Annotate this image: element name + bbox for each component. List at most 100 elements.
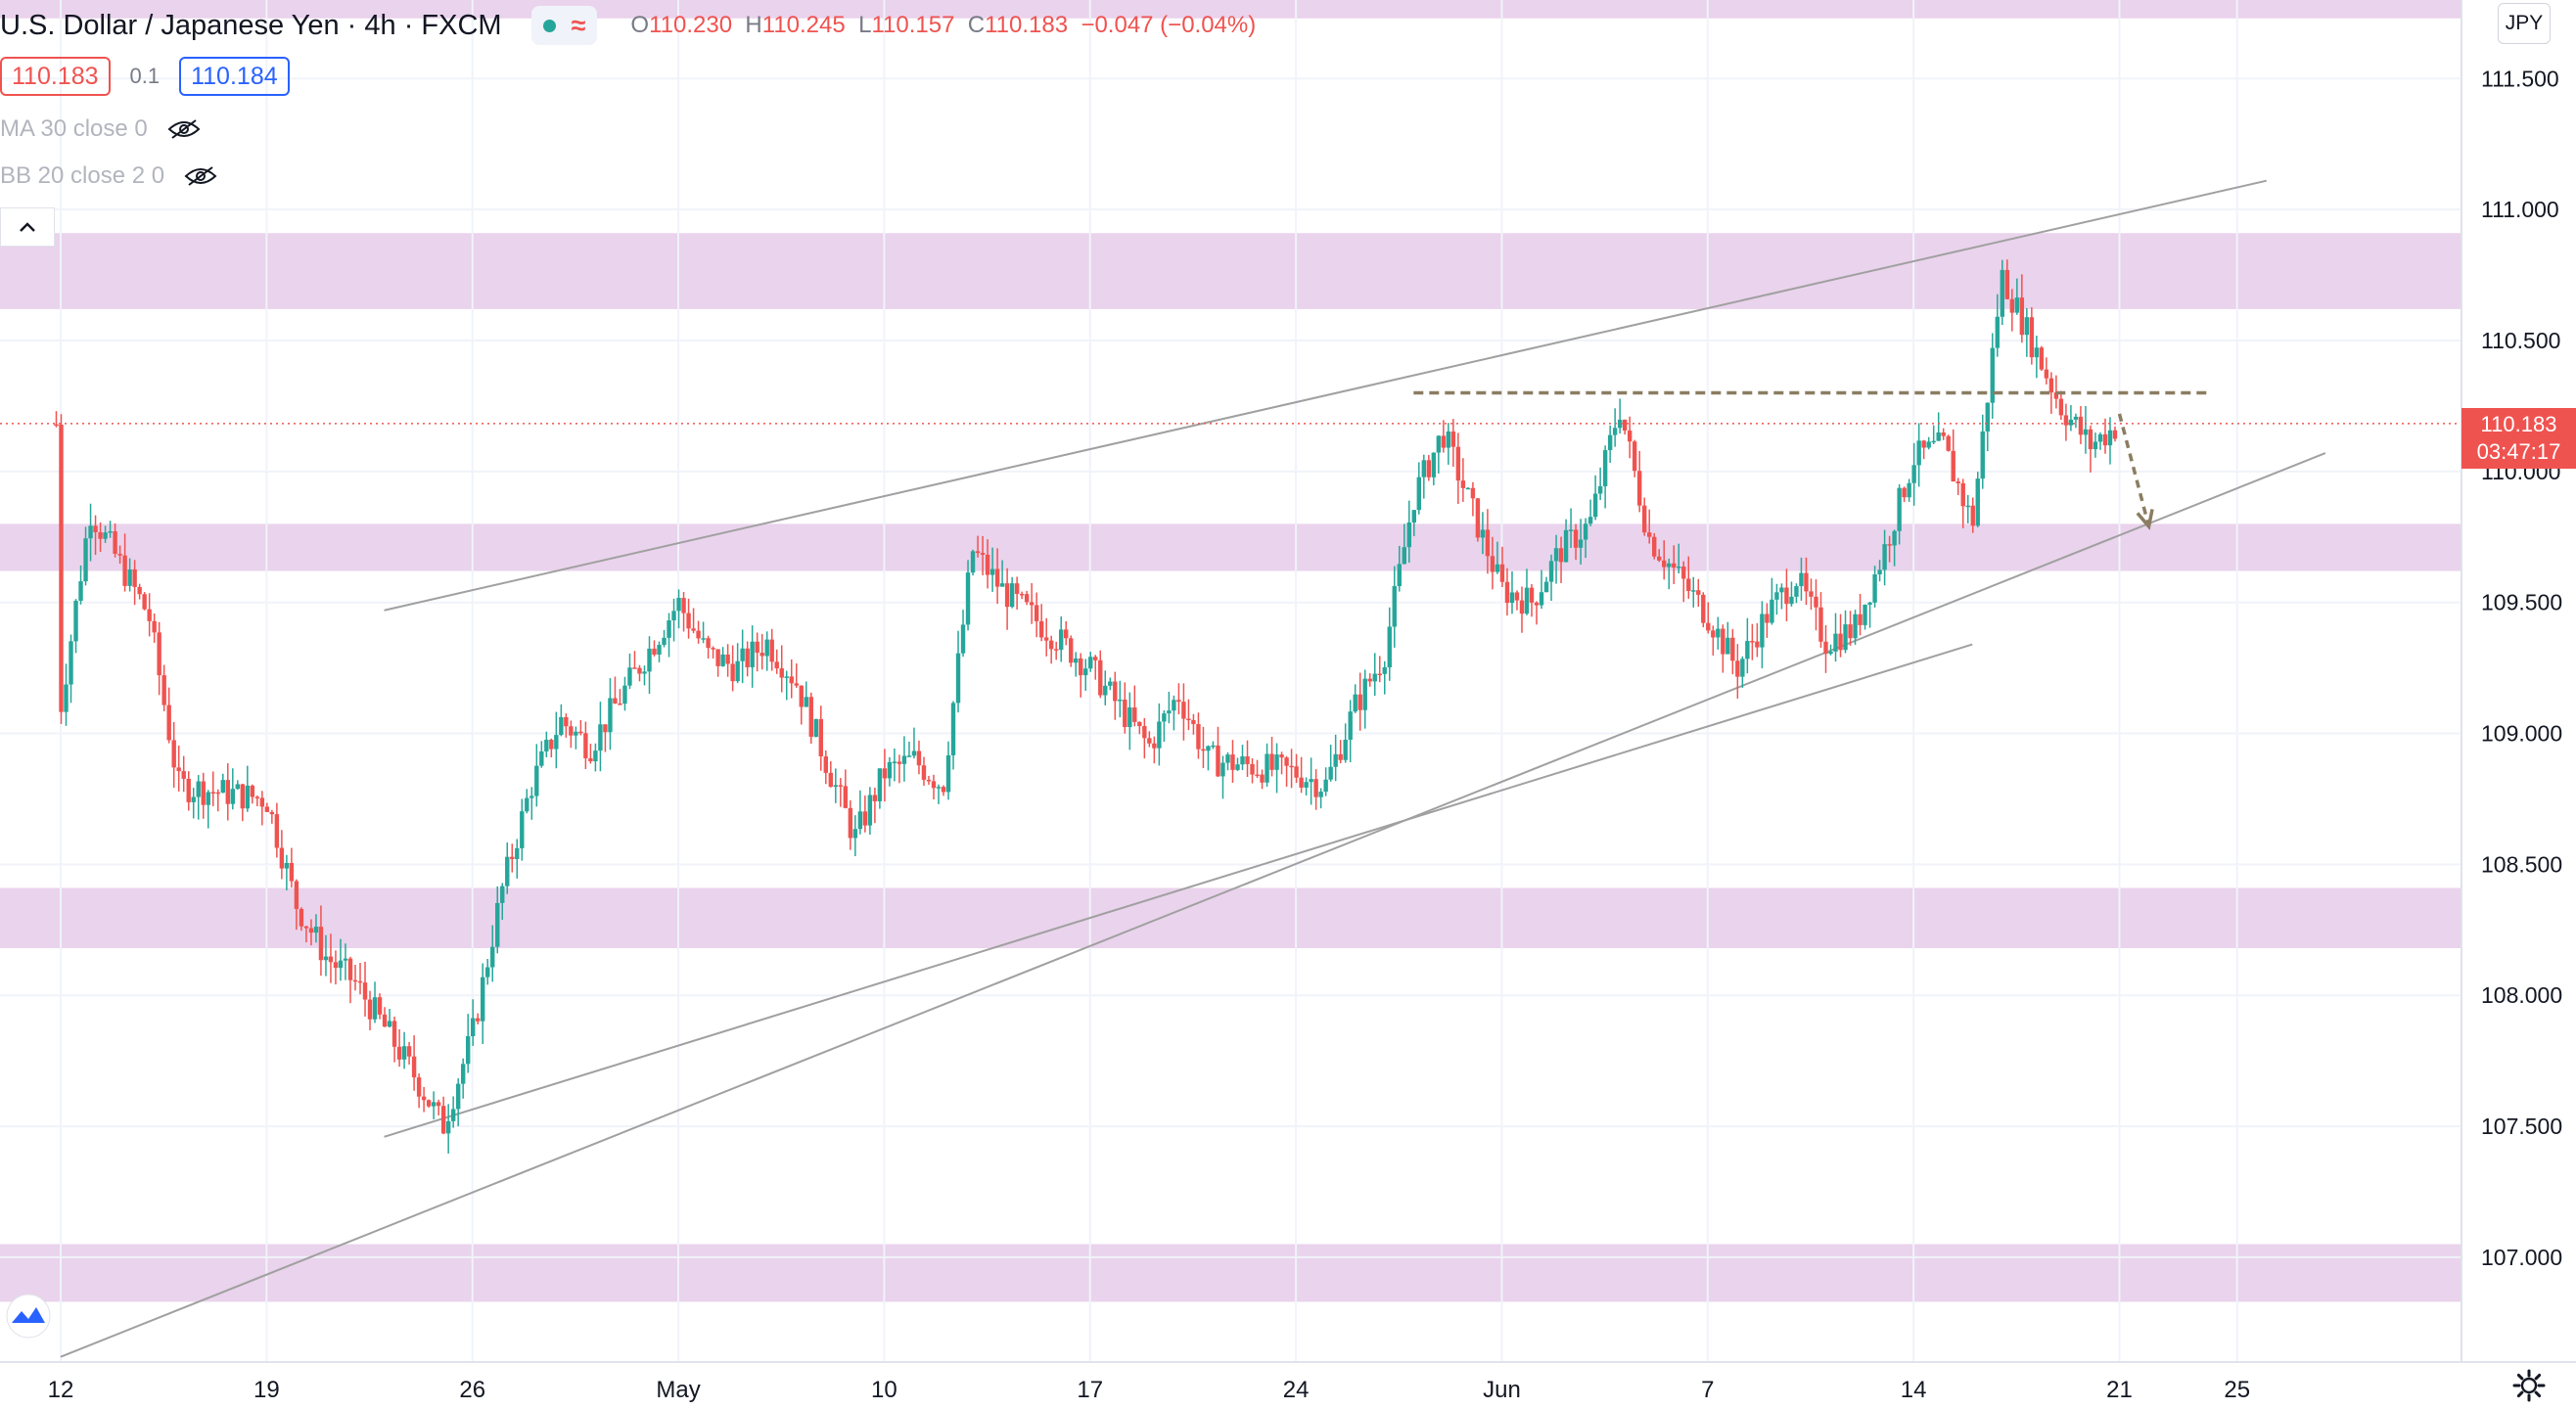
time-axis[interactable]: 12 19 26 May 10 17 24 Jun 7 14 21 25 [48,1377,2250,1403]
candle-body [1495,564,1500,572]
candle-body [113,530,117,554]
candle-body [1362,678,1367,710]
candle-body [1578,539,1584,548]
candle-body [549,740,554,750]
price-tick-label: 110.500 [2481,328,2560,353]
candle-body [1485,529,1491,557]
candle-body [1921,440,1926,448]
candle-body [1911,465,1916,483]
indicator-ma[interactable]: MA 30 close 0 [0,115,201,143]
eye-off-icon[interactable] [184,165,217,187]
candle-body [1941,432,1946,436]
candle-body [1696,590,1701,595]
candle-body [936,787,942,789]
candle-body [1499,564,1505,582]
candle-body [147,609,152,621]
candle-body [500,886,505,903]
candle-body [1455,446,1461,481]
candle-body [735,660,740,682]
candle-body [1348,711,1353,740]
buy-price-button[interactable]: 110.184 [179,57,290,96]
bar-countdown: 03:47:17 [2476,439,2561,464]
candle-body [676,598,681,612]
market-status-pill[interactable]: ≈ [530,6,598,45]
sr-zone [0,523,2461,571]
candle-body [662,637,667,646]
currency-badge[interactable]: JPY [2498,3,2551,44]
candle-body [1328,766,1333,780]
candle-body [2029,317,2035,358]
candle-body [1799,572,1804,587]
last-price-value: 110.183 [2480,412,2557,436]
candle-body [1201,749,1206,751]
candle-body [505,856,510,886]
candle-body [857,811,863,830]
time-tick-label: 12 [48,1377,74,1403]
candle-body [1098,659,1103,696]
candle-body [1833,633,1838,652]
candle-body [843,786,849,808]
candle-body [1607,434,1613,451]
indicator-bb[interactable]: BB 20 close 2 0 [0,162,217,190]
candle-body [2048,378,2054,393]
candle-body [440,1106,446,1134]
candle-body [759,653,764,657]
time-tick-label: 14 [1901,1377,1927,1403]
candle-body [1186,718,1191,721]
candle-body [245,785,251,809]
candle-body [1818,607,1823,642]
candle-body [220,780,225,794]
candle-body [1990,347,1995,403]
candle-body [564,716,569,727]
candle-body [108,530,113,533]
candle-body [901,755,907,764]
candle-body [583,733,588,758]
candle-body [1612,428,1618,435]
gear-icon[interactable] [2511,1368,2547,1403]
candle-body [916,750,922,766]
candle-body [647,648,652,672]
candle-body [1706,622,1711,631]
candle-body [157,632,161,676]
candle-body [471,1018,476,1037]
collapse-legend-button[interactable] [0,207,55,247]
candle-body [613,698,618,704]
price-tick-label: 108.000 [2481,982,2562,1008]
time-tick-label: May [656,1377,700,1403]
candle-body [421,1096,427,1101]
candle-body [1152,743,1157,749]
time-tick-label: 10 [871,1377,897,1403]
candle-body [2039,347,2045,370]
candle-body [1367,678,1372,682]
candle-body [1289,765,1294,768]
eye-off-icon[interactable] [167,118,201,140]
candle-body [525,797,529,812]
candle-body [1926,441,1931,448]
candle-body [88,525,93,539]
trade-row: 110.183 0.1 110.184 [0,57,290,96]
candle-body [740,648,745,661]
candle-body [1475,498,1481,538]
candle-body [544,740,549,751]
tradingview-logo-icon[interactable] [6,1294,51,1339]
candle-body [1760,614,1765,648]
candle-body [1009,583,1015,608]
grid-layer [0,0,2461,1362]
price-axis[interactable]: 107.000 107.500 108.000 108.500 109.000 109.5… [2481,66,2562,1270]
sr-zone [0,233,2461,309]
candle-body [1711,630,1716,638]
candle-body [481,977,485,1022]
candle-body [1509,592,1515,604]
candle-body [1372,673,1377,682]
symbol-title[interactable]: U.S. Dollar / Japanese Yen · 4h · FXCM [0,9,502,41]
sell-price-button[interactable]: 110.183 [0,57,111,96]
candle-body [299,908,304,927]
candle-body [1902,487,1907,498]
candle-body [1809,591,1814,597]
candle-body [1309,779,1313,783]
candle-body [608,698,613,733]
candle-body [1960,482,1965,507]
candle-body [274,814,280,848]
candle-body [2000,269,2005,317]
